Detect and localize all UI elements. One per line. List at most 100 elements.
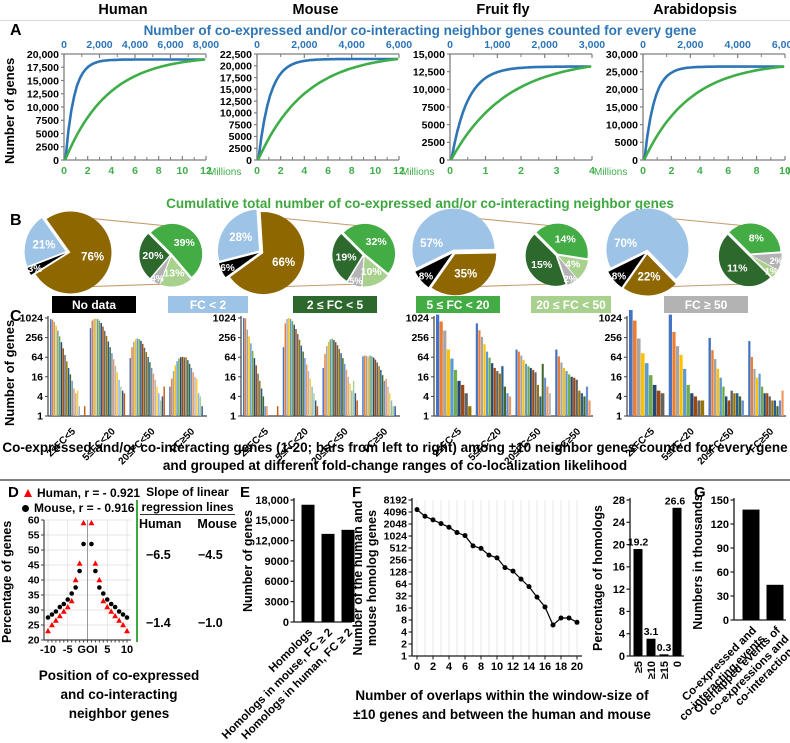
pie-slice: [150, 223, 203, 277]
bar: [313, 393, 315, 416]
y-tick-label: 256: [25, 332, 43, 344]
bar: [147, 356, 149, 416]
bar: [730, 390, 733, 416]
y-tick-label: 15,000: [220, 84, 252, 96]
bar: [69, 374, 72, 416]
data-point: [518, 576, 524, 582]
x-tick-label: 4: [446, 661, 453, 673]
bar: [371, 356, 373, 416]
bar: [372, 357, 375, 416]
top-tick-label: 3,000: [579, 39, 605, 51]
bottom-tick-label: 2: [668, 165, 674, 177]
section-divider: [0, 479, 790, 481]
y-tick-label: 9000: [265, 556, 289, 568]
category-label: ≥5: [633, 661, 645, 673]
y-tick-label: 12,500: [413, 66, 445, 78]
bar: [725, 396, 728, 416]
bar: [111, 353, 113, 416]
mouse-point: [93, 568, 98, 574]
pie-percent-label: 10%: [361, 266, 383, 278]
data-point: [438, 521, 444, 527]
panel-d-label: D: [8, 484, 19, 501]
y-tick-label: 5000: [229, 131, 253, 143]
human-point: [108, 608, 115, 614]
bar: [114, 365, 117, 416]
bar: [660, 393, 665, 416]
bottom-tick-label: 8: [754, 165, 760, 177]
bar: [741, 400, 744, 416]
bar: [722, 386, 725, 416]
data-point: [430, 517, 436, 523]
bar: [109, 347, 111, 416]
human-point: [92, 560, 99, 566]
y-tick-label: 28: [613, 495, 625, 507]
bar: [95, 318, 97, 416]
bar: [755, 377, 759, 416]
panel-d-legend-mouse: Mouse, r = - 0.916: [22, 501, 134, 515]
y-tick-label: 3000: [265, 596, 289, 608]
bar: [714, 359, 717, 416]
data-point: [566, 615, 572, 621]
bar: [390, 400, 393, 416]
bar: [327, 341, 330, 416]
pie-slice: [219, 253, 259, 278]
bar: [738, 396, 742, 416]
y-tick-label: 55: [28, 530, 40, 542]
bar: [289, 318, 292, 416]
panel-c-caption-line2: and grouped at different fold-change ran…: [162, 458, 628, 473]
cumulative-curve: [257, 57, 399, 161]
pie-slice: [608, 253, 646, 288]
bar: [178, 358, 180, 416]
data-point: [422, 513, 428, 519]
category-label: 0: [672, 661, 684, 667]
human-point: [60, 608, 67, 614]
bar: [632, 320, 637, 416]
pie-slice: [623, 254, 676, 296]
bar: [171, 378, 173, 416]
y-tick-label: 25,000: [606, 66, 638, 78]
pie-slice: [230, 212, 305, 295]
top-tick-label: 6,000: [386, 39, 412, 51]
y-tick-label: 16: [613, 562, 625, 574]
y-tick-label: 12,000: [255, 535, 289, 547]
bar: [766, 393, 769, 416]
y-tick-label: 0: [632, 155, 638, 167]
y-tick-label: 20,000: [220, 61, 252, 73]
mouse-point: [101, 591, 106, 596]
pct-homologs-y-label: Percentage of homologs: [591, 505, 605, 651]
pie-percent-label: 4%: [151, 274, 164, 284]
y-tick-label: 256: [218, 332, 236, 344]
y-tick-label: 45: [28, 560, 40, 572]
bar: [356, 400, 358, 416]
panel-c-label: C: [10, 308, 22, 325]
bar: [93, 319, 95, 416]
bar: [140, 340, 142, 416]
bar: [118, 379, 120, 416]
y-tick-label: 90: [717, 543, 729, 555]
y-tick-label: 64: [610, 352, 622, 364]
human-point: [64, 603, 71, 610]
bar: [311, 386, 313, 416]
bar: [322, 367, 324, 416]
y-tick-label: 64: [224, 352, 236, 364]
top-tick-label: 0: [254, 39, 260, 51]
panel-d-legend-mouse-text: Mouse, r = - 0.916: [34, 501, 135, 515]
bar: [392, 406, 395, 416]
panel-g-chart: Numbers in thousands 150 120 90 60 30 0 Co-expr…: [677, 492, 790, 742]
bar: [307, 371, 310, 416]
top-tick-label: 0: [447, 39, 453, 51]
bar: [750, 356, 753, 416]
bar: [475, 323, 478, 416]
bottom-tick-label: 10: [176, 165, 188, 177]
bar: [374, 359, 377, 416]
bar: [67, 367, 70, 416]
pie-percent-label: 32%: [366, 236, 388, 248]
bar: [316, 406, 319, 416]
pie-percent-label: 35%: [454, 269, 477, 281]
bar: [257, 373, 259, 416]
bar: [488, 357, 491, 416]
bar: [142, 343, 144, 416]
human-point: [116, 617, 122, 623]
bar: [181, 356, 184, 416]
